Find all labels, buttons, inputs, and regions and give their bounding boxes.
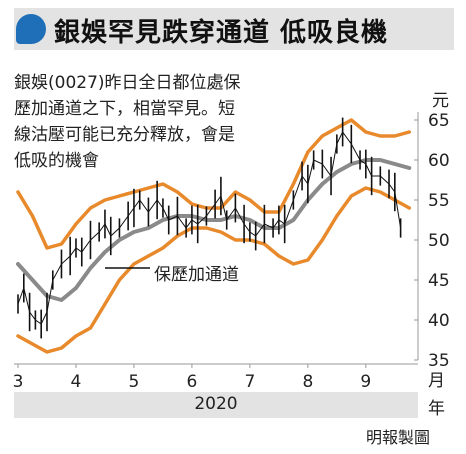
year-label: 2020 [194, 394, 238, 414]
title-bar: 銀娛罕見跌穿通道 低吸良機 [14, 8, 454, 50]
x-axis: 3 4 5 6 7 8 9 [13, 363, 418, 392]
title-bubble-icon [16, 14, 46, 44]
y-tick-label: 65 [428, 111, 450, 131]
y-tick-label: 60 [428, 151, 450, 171]
x-tick-label: 4 [71, 372, 82, 392]
annotation-line: 線沽壓可能已充分釋放，會是 [14, 125, 235, 145]
x-tick-label: 7 [244, 372, 255, 392]
year-band: 2020 [14, 392, 418, 418]
bollinger-middle-line [16, 158, 412, 302]
y-tick-label: 35 [428, 351, 450, 371]
y-tick-label: 50 [428, 231, 450, 251]
bollinger-band-line [16, 186, 412, 354]
y-tick-label: 45 [428, 271, 450, 291]
price-layer [17, 117, 402, 339]
bollinger-band-layer [16, 118, 412, 354]
y-axis-unit: 元 [432, 91, 449, 111]
y-tick-label: 55 [428, 191, 450, 211]
x-tick-label: 3 [13, 372, 24, 392]
annotation-line: 銀娛(0027)昨日全日都位處保 [14, 73, 241, 93]
annotation-line: 歷加通道之下，相當罕見。短 [14, 99, 235, 119]
x-tick-label: 9 [360, 372, 371, 392]
band-label: 保歷加通道 [152, 260, 241, 285]
x-tick-label: 8 [302, 372, 313, 392]
source-credit: 明報製圖 [366, 428, 431, 447]
chart-title: 銀娛罕見跌穿通道 低吸良機 [54, 18, 389, 48]
year-unit: 年 [428, 399, 445, 419]
x-tick-label: 6 [186, 372, 197, 392]
bollinger-band-line [16, 118, 412, 250]
annotation-line: 低吸的機會 [14, 151, 99, 171]
annotation-text: 銀娛(0027)昨日全日都位處保 歷加通道之下，相當罕見。短 線沽壓可能已充分釋… [14, 70, 304, 174]
x-axis-unit: 月 [428, 371, 445, 391]
x-tick-label: 5 [129, 372, 140, 392]
y-tick-label: 40 [428, 311, 450, 331]
y-axis: 35 40 45 50 55 60 65 [414, 111, 450, 371]
